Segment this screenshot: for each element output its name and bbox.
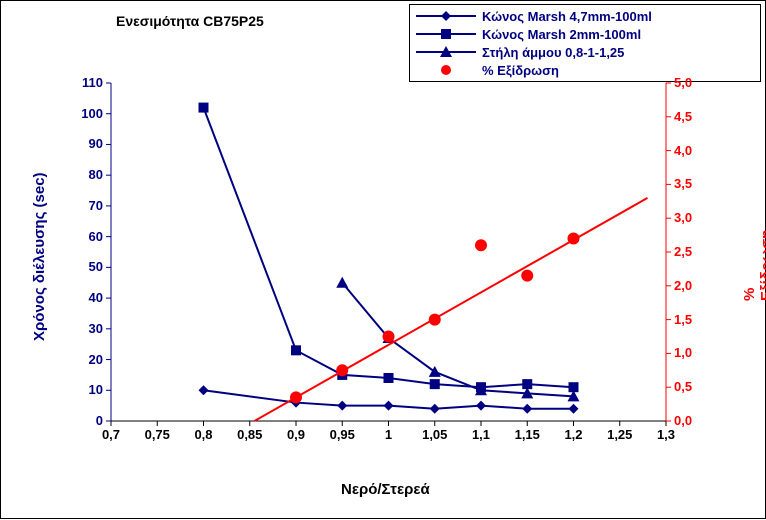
x-tick-label: 0,75 [142,427,172,442]
y-left-tick-label: 20 [71,352,103,367]
y-left-tick-label: 80 [71,167,103,182]
x-tick-label: 1,15 [512,427,542,442]
chart-frame: Ενεσιμότητα CB75P25 Κώνος Marsh 4,7mm-10… [0,0,766,519]
y-left-tick-label: 60 [71,229,103,244]
y-right-tick-label: 2,0 [674,278,692,293]
y-left-tick-label: 0 [71,413,103,428]
x-tick-label: 1,3 [651,427,681,442]
y-left-tick-label: 10 [71,382,103,397]
y-left-tick-label: 70 [71,198,103,213]
x-tick-label: 0,95 [327,427,357,442]
y-right-tick-label: 3,5 [674,176,692,191]
y-right-tick-label: 5,0 [674,75,692,90]
x-tick-label: 1 [374,427,404,442]
y-right-tick-label: 1,5 [674,312,692,327]
y-left-tick-label: 40 [71,290,103,305]
y-right-tick-label: 0,5 [674,379,692,394]
y-left-tick-label: 30 [71,321,103,336]
y-right-tick-label: 1,0 [674,345,692,360]
plot-area [1,1,766,520]
x-tick-label: 0,9 [281,427,311,442]
y-left-tick-label: 100 [71,106,103,121]
y-right-tick-label: 3,0 [674,210,692,225]
x-tick-label: 1,25 [605,427,635,442]
y-left-tick-label: 110 [71,75,103,90]
y-right-tick-label: 4,0 [674,143,692,158]
y-right-tick-label: 2,5 [674,244,692,259]
y-right-tick-label: 4,5 [674,109,692,124]
x-tick-label: 1,2 [559,427,589,442]
x-tick-label: 1,05 [420,427,450,442]
x-tick-label: 0,8 [189,427,219,442]
y-left-tick-label: 50 [71,259,103,274]
y-left-tick-label: 90 [71,136,103,151]
x-tick-label: 0,7 [96,427,126,442]
x-tick-label: 1,1 [466,427,496,442]
x-tick-label: 0,85 [235,427,265,442]
y-right-tick-label: 0,0 [674,413,692,428]
